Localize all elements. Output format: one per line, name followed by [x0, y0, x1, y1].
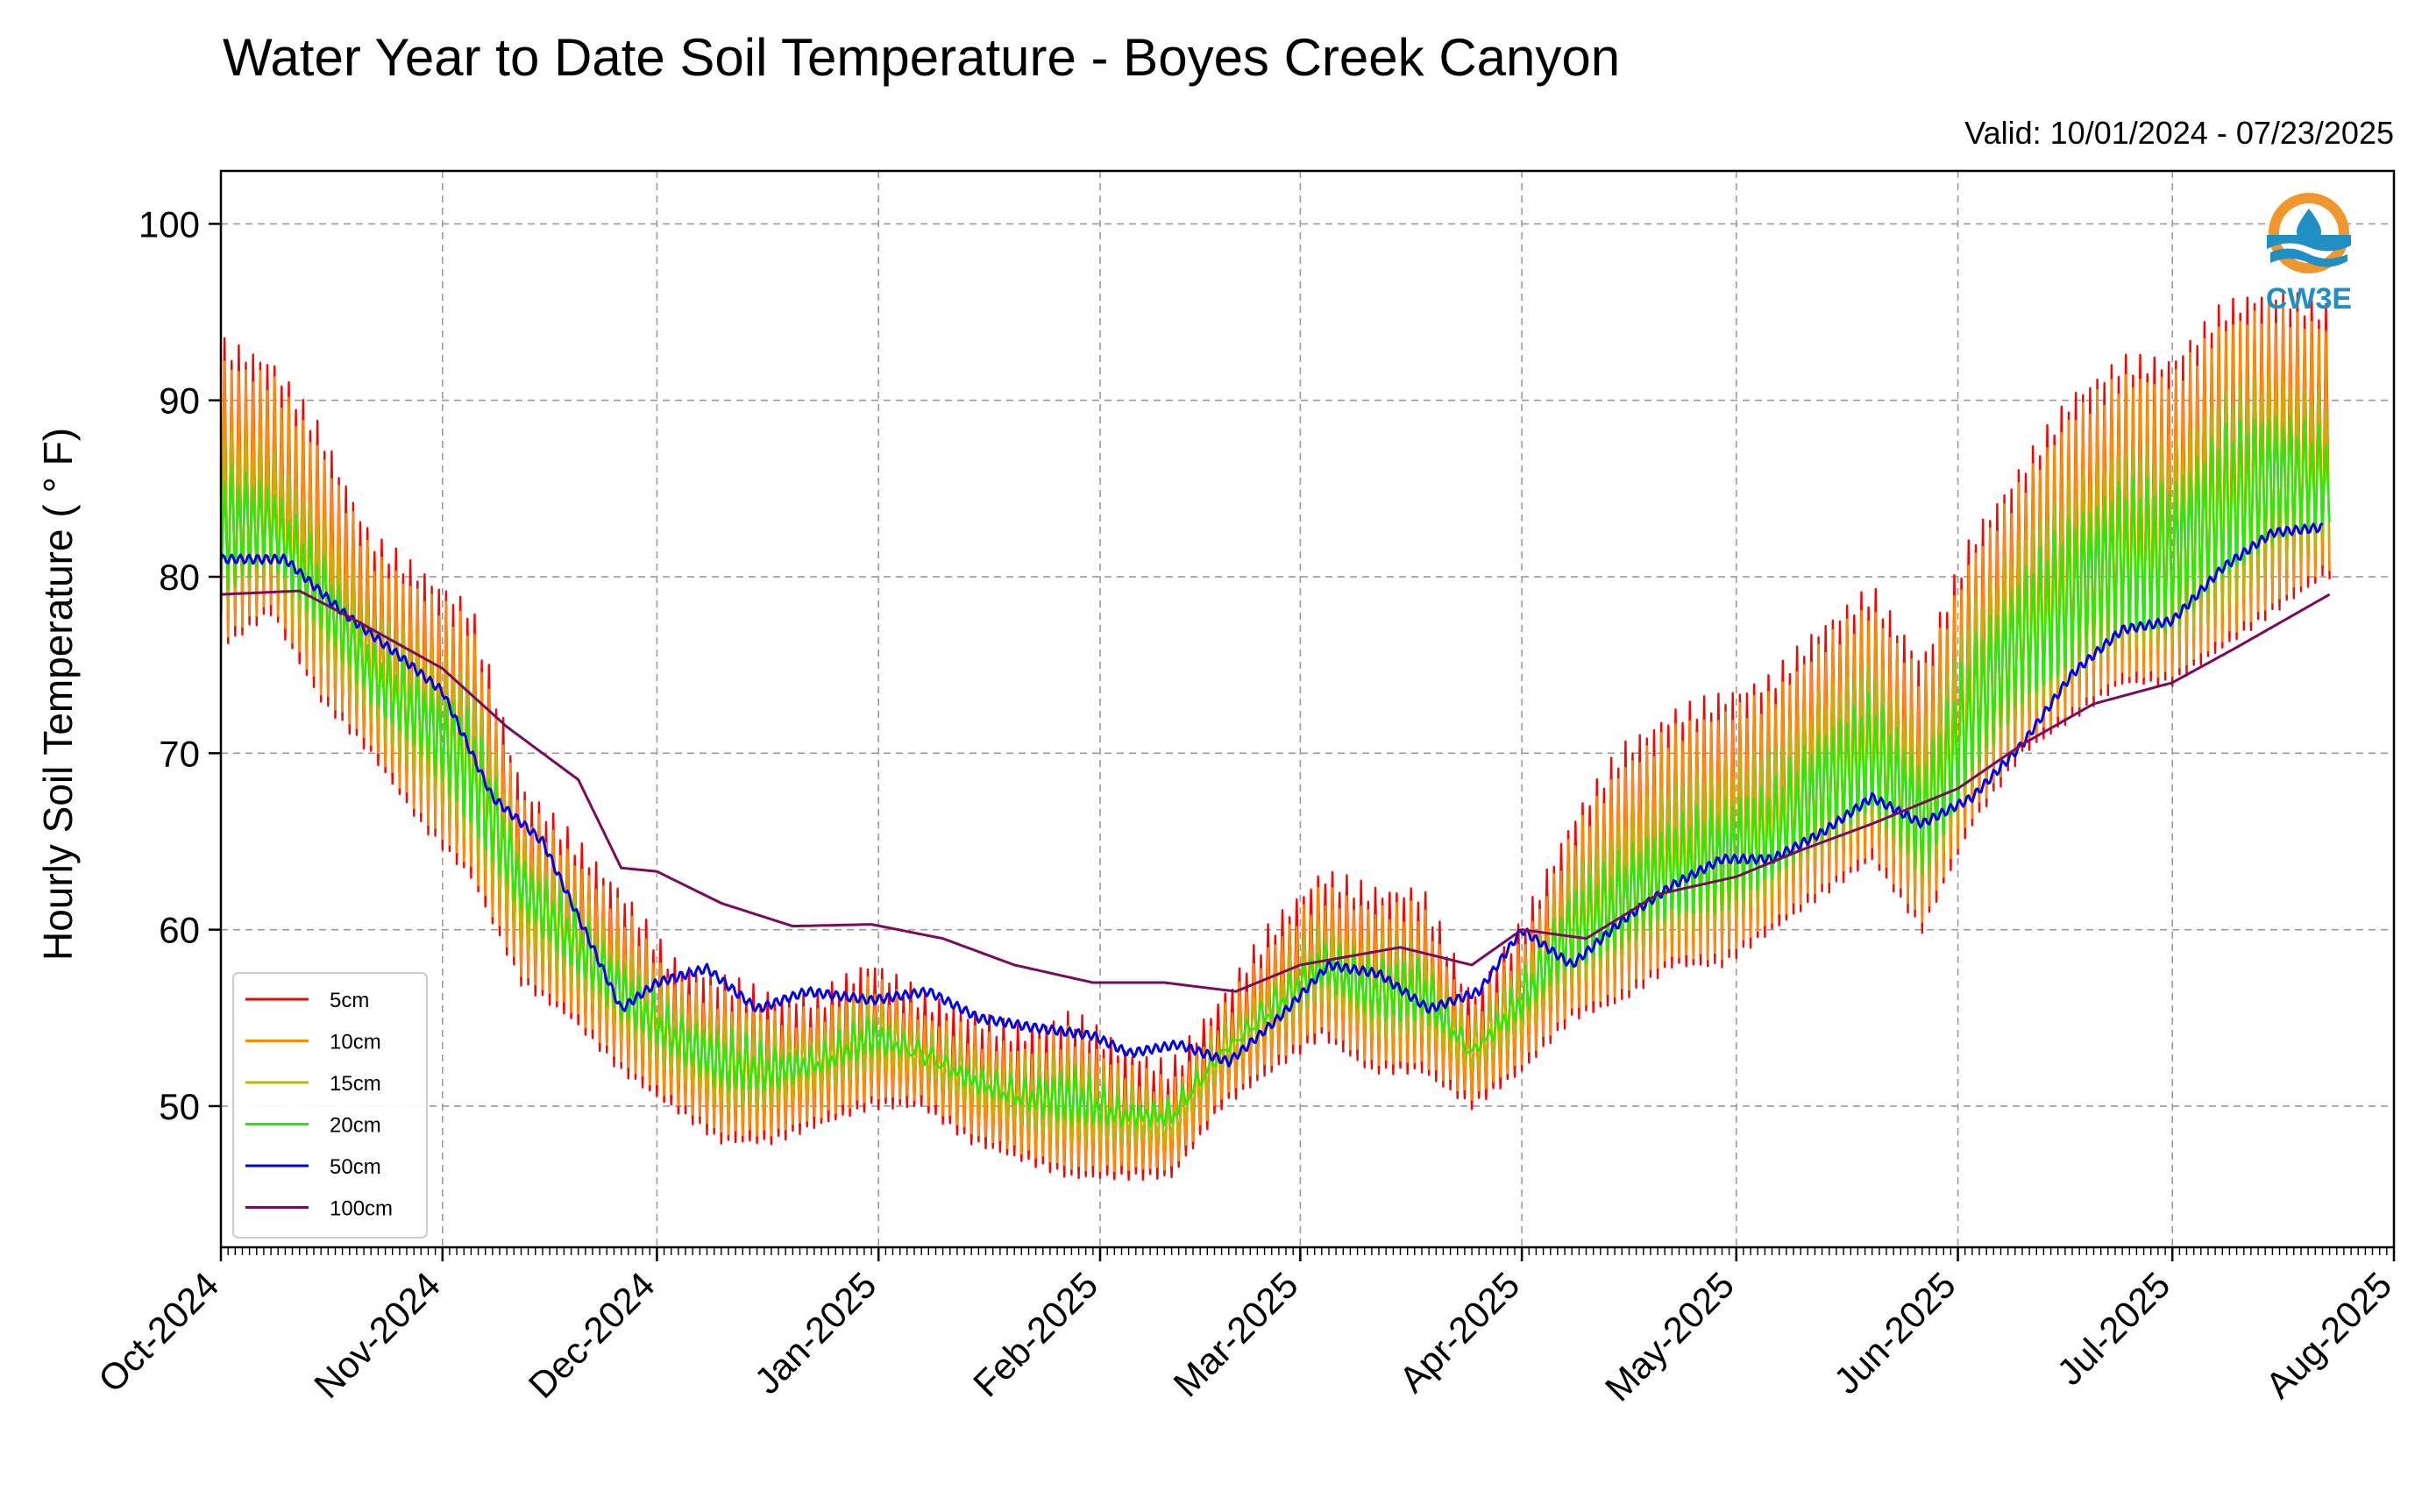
y-tick-label: 100 — [138, 203, 200, 245]
legend-label-5cm: 5cm — [330, 989, 369, 1012]
plot-frame — [219, 169, 2396, 1249]
legend-label-100cm: 100cm — [330, 1197, 393, 1221]
chart-title: Water Year to Date Soil Temperature - Bo… — [223, 28, 1620, 87]
logo-text: CW3E — [2266, 282, 2352, 316]
axes — [209, 169, 2396, 1261]
cw3e-logo: CW3E — [2266, 193, 2352, 316]
y-tick-label: 80 — [159, 557, 200, 598]
chart-subtitle: Valid: 10/01/2024 - 07/23/2025 — [1964, 115, 2394, 151]
legend-label-10cm: 10cm — [330, 1031, 381, 1054]
legend-label-20cm: 20cm — [330, 1114, 381, 1138]
y-tick-label: 50 — [159, 1086, 200, 1127]
series-layer — [221, 290, 2331, 1182]
series-50cm — [221, 522, 2324, 1068]
y-tick-label: 90 — [159, 380, 200, 422]
legend-label-50cm: 50cm — [330, 1155, 381, 1179]
logo-wave-1 — [2267, 235, 2351, 252]
y-tick-labels: 50 60 70 80 90 100 — [138, 203, 200, 1127]
y-tick-label: 70 — [159, 733, 200, 774]
x-minor-ticks — [220, 1247, 2395, 1255]
logo-wave-2 — [2270, 248, 2347, 267]
series-20cm — [221, 415, 2331, 1128]
series-100cm — [221, 589, 2331, 993]
y-axis-label: Hourly Soil Temperature ( ° F) — [35, 428, 81, 961]
legend-label-15cm: 15cm — [330, 1072, 381, 1096]
y-tick-label: 60 — [159, 910, 200, 951]
logo-droplet-icon — [2297, 209, 2321, 242]
legend-box — [232, 972, 428, 1239]
legend: 5cm 10cm 15cm 20cm 50cm 100cm — [232, 972, 428, 1239]
